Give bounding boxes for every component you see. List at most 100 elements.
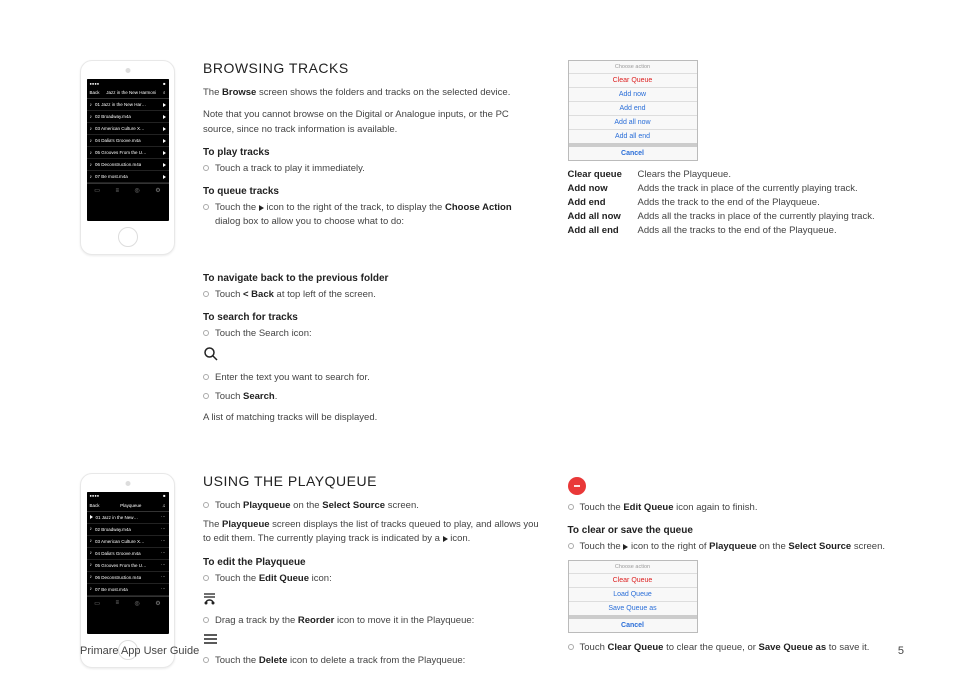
track-row: ♪06 Deconstruction.m4a	[87, 159, 169, 171]
play-icon	[163, 103, 166, 107]
sub-nav: To navigate back to the previous folder	[203, 273, 540, 284]
sheet-title: Choose action	[569, 561, 697, 573]
note-icon: ♪	[90, 586, 93, 592]
track-row: ♪05 Grooves From the U…⋯	[87, 560, 169, 572]
note-icon: ♪	[90, 114, 93, 120]
bullet-icon	[203, 575, 209, 581]
sheet-opt-addnow: Add now	[569, 87, 697, 101]
bullet: Enter the text you want to search for.	[203, 371, 540, 385]
more-icon: ⋯	[161, 574, 166, 580]
phone-mock-2: ●●●●■ Back Playqueue ♫ 01 Jazz in the Ne…	[80, 473, 175, 674]
bullet: Touch a track to play it immediately.	[203, 162, 540, 176]
screen: ●●●●■ Back Jazz in the New Harmonic ⌕ ♪0…	[87, 79, 169, 221]
def-val: Adds all the tracks to the end of the Pl…	[638, 225, 905, 236]
bullet-icon	[203, 204, 209, 210]
note-icon: ♪	[90, 102, 93, 108]
intro-1: The Browse screen shows the folders and …	[203, 86, 540, 100]
sub-edit: To edit the Playqueue	[203, 557, 540, 568]
sheet-opt-addend: Add end	[569, 101, 697, 115]
def-val: Adds the track in place of the currently…	[638, 183, 905, 194]
bullet-icon	[203, 330, 209, 336]
sub-queue: To queue tracks	[203, 186, 540, 197]
action-sheet-1: Choose action Clear Queue Add now Add en…	[568, 60, 698, 161]
edit-icon: ♫	[162, 503, 165, 508]
playqueue-desc: The Playqueue screen displays the list o…	[203, 518, 540, 547]
more-icon: ⋯	[161, 562, 166, 568]
def-key: Add all now	[568, 211, 638, 222]
tab-bar: ▭≡◎⚙	[87, 183, 169, 197]
definitions: Clear queueClears the Playqueue. Add now…	[568, 169, 905, 236]
action-sheet-2: Choose action Clear Queue Load Queue Sav…	[568, 560, 698, 633]
screen-header: Back Jazz in the New Harmonic ⌕	[87, 87, 169, 99]
note-icon: ♪	[90, 538, 93, 544]
sheet-opt-addallend: Add all end	[569, 129, 697, 143]
play-icon	[163, 151, 166, 155]
more-icon: ⋯	[161, 526, 166, 532]
ipod-frame: ●●●●■ Back Jazz in the New Harmonic ⌕ ♪0…	[80, 60, 175, 255]
track-list: ♪01 Jazz in the New Har… ♪02 Broadway.m4…	[87, 99, 169, 183]
tab-bar: ▭≡◎⚙	[87, 596, 169, 610]
bullet: Drag a track by the Reorder icon to move…	[203, 614, 540, 628]
note-icon: ♪	[90, 174, 93, 180]
play-icon	[90, 515, 93, 519]
bullet: Touch the Search icon:	[203, 327, 540, 341]
col-right: Touch the Edit Queue icon again to finis…	[568, 473, 905, 674]
track-row: ♪05 Grooves From the U…	[87, 147, 169, 159]
tab-icon: ≡	[115, 188, 119, 194]
section-browsing: ●●●●■ Back Jazz in the New Harmonic ⌕ ♪0…	[80, 60, 904, 433]
def-key: Clear queue	[568, 169, 638, 180]
bullet-icon	[203, 617, 209, 623]
track-row: ♪06 Deconstruction.m4a⋯	[87, 572, 169, 584]
track-row: ♪01 Jazz in the New Har…	[87, 99, 169, 111]
sub-play: To play tracks	[203, 147, 540, 158]
track-row: ♪02 Broadway.m4a	[87, 111, 169, 123]
sheet-cancel: Cancel	[569, 143, 697, 160]
ipod-frame: ●●●●■ Back Playqueue ♫ 01 Jazz in the Ne…	[80, 473, 175, 668]
play-icon	[163, 127, 166, 131]
track-row: ♪03 American Culture X…⋯	[87, 536, 169, 548]
sheet-title: Choose action	[569, 61, 697, 73]
note-icon: ♪	[90, 574, 93, 580]
note-icon: ♪	[90, 138, 93, 144]
track-row: ♪04 Dalia's Groove.m4a	[87, 135, 169, 147]
more-icon: ⋯	[161, 550, 166, 556]
note-icon: ♪	[90, 562, 93, 568]
screen: ●●●●■ Back Playqueue ♫ 01 Jazz in the Ne…	[87, 492, 169, 634]
sub-search: To search for tracks	[203, 312, 540, 323]
tab-icon: ≡	[115, 600, 119, 606]
back-label: Back	[90, 90, 100, 95]
bullet-icon	[568, 504, 574, 510]
delete-icon	[568, 477, 905, 495]
heading-browsing: BROWSING TRACKS	[203, 60, 540, 76]
status-bar: ●●●●■	[87, 79, 169, 87]
search-out: A list of matching tracks will be displa…	[203, 411, 540, 425]
bullet-icon	[203, 657, 209, 663]
bullet-icon	[568, 543, 574, 549]
track-row: ♪07 Be most.m4a⋯	[87, 584, 169, 596]
phone-mock-1: ●●●●■ Back Jazz in the New Harmonic ⌕ ♪0…	[80, 60, 175, 433]
screen-header: Back Playqueue ♫	[87, 500, 169, 512]
play-icon	[163, 115, 166, 119]
track-list: 01 Jazz in the New…⋯ ♪02 Broadway.m4a⋯ ♪…	[87, 512, 169, 596]
def-key: Add all end	[568, 225, 638, 236]
tab-icon: ▭	[94, 187, 100, 194]
bullet-icon	[203, 165, 209, 171]
bullet-icon	[203, 291, 209, 297]
edit-queue-icon	[203, 591, 540, 608]
sheet-opt-clear: Clear Queue	[569, 73, 697, 87]
sheet-cancel: Cancel	[569, 615, 697, 632]
bullet: Touch the icon to the right of Playqueue…	[568, 540, 905, 554]
status-bar: ●●●●■	[87, 492, 169, 500]
sheet-opt-save: Save Queue as	[569, 601, 697, 615]
bullet: Touch Playqueue on the Select Source scr…	[203, 499, 540, 513]
note-icon: ♪	[90, 526, 93, 532]
note-icon: ♪	[90, 550, 93, 556]
intro-2: Note that you cannot browse on the Digit…	[203, 108, 540, 137]
more-icon: ⋯	[161, 538, 166, 544]
def-val: Adds all the tracks in place of the curr…	[638, 211, 905, 222]
bullet: Touch the Edit Queue icon again to finis…	[568, 501, 905, 515]
sheet-opt-addallnow: Add all now	[569, 115, 697, 129]
screen-title: Playqueue	[120, 503, 141, 508]
heading-playqueue: USING THE PLAYQUEUE	[203, 473, 540, 489]
bullet: Touch Search.	[203, 390, 540, 404]
